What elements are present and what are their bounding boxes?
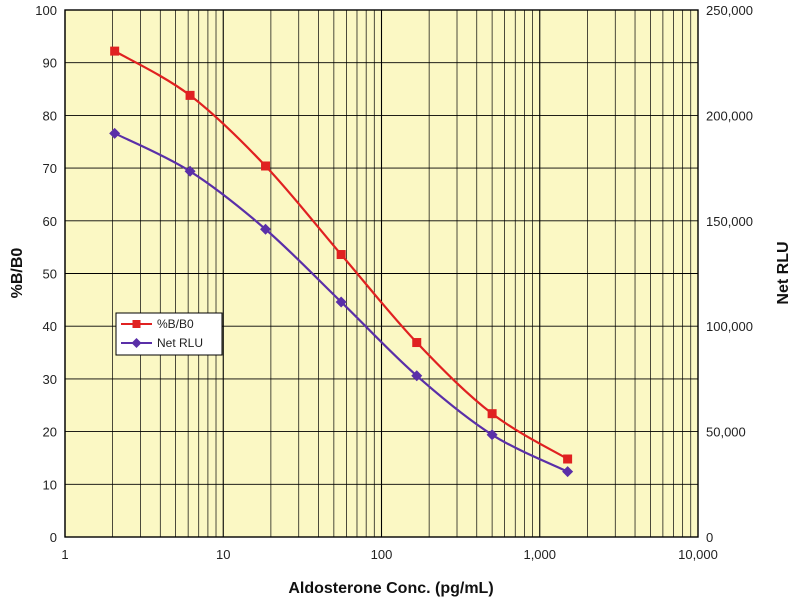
y2-tick-label: 50,000 [706,425,746,440]
plot-frame [64,9,699,538]
y-tick-label: 40 [43,319,57,334]
x-axis-title: Aldosterone Conc. (pg/mL) [288,580,493,597]
y-tick-label: 80 [43,108,57,123]
x-tick-label: 1,000 [523,547,556,562]
legend-marker-rlu [131,338,142,348]
data-point-net-rlu [184,165,196,177]
grid-lines [64,9,698,538]
y-tick-label: 20 [43,425,57,440]
y-tick-label: 30 [43,372,57,387]
data-point-pct-b-b0 [185,90,195,100]
x-tick-label: 10 [216,547,230,562]
data-point-pct-b-b0 [261,161,271,171]
x-tick-label: 10,000 [678,547,718,562]
y2-tick-label: 100,000 [706,319,753,334]
data-point-pct-b-b0 [487,409,497,419]
y-tick-label: 50 [43,267,57,282]
y-tick-label: 70 [43,161,57,176]
y-axis-title: %B/B0 [9,248,26,299]
data-point-net-rlu [260,223,272,235]
y-tick-label: 0 [50,530,57,545]
data-point-net-rlu [109,127,121,139]
data-point-pct-b-b0 [110,46,120,56]
x-tick-label: 100 [371,547,393,562]
y-tick-label: 60 [43,214,57,229]
y2-tick-label: 150,000 [706,214,753,229]
y-tick-label: 90 [43,56,57,71]
data-point-net-rlu [335,296,347,308]
y-tick-label: 10 [43,477,57,492]
y2-axis-title: Net RLU [775,241,792,304]
legend: %B/B0 Net RLU [115,312,223,356]
y2-tick-label: 200,000 [706,108,753,123]
data-point-pct-b-b0 [412,338,422,348]
data-point-net-rlu [486,429,498,441]
y-tick-label: 100 [35,3,57,18]
y2-tick-label: 0 [706,530,713,545]
legend-marker-pct [132,320,141,328]
x-tick-label: 1 [61,547,68,562]
data-point-pct-b-b0 [563,454,573,464]
series-layer [109,46,574,478]
y2-tick-label: 250,000 [706,3,753,18]
legend-label-pct: %B/B0 [157,317,194,331]
data-point-net-rlu [562,466,574,478]
data-point-net-rlu [411,370,423,382]
legend-label-rlu: Net RLU [157,336,203,350]
data-point-pct-b-b0 [336,250,346,260]
tick-labels: 1 10 100 1,000 10,000 0 10 20 30 40 50 60 70 80 90 100 0… [35,3,753,562]
